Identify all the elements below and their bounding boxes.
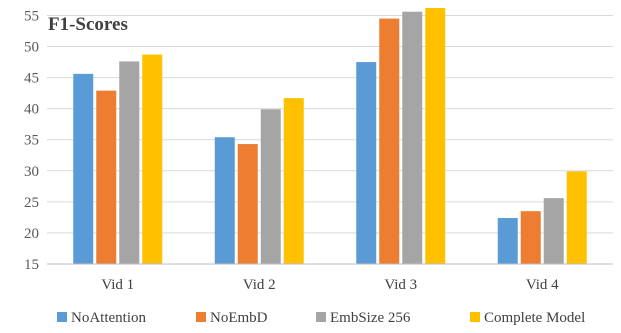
bar-complete-model-vid-4	[566, 171, 587, 264]
bar-complete-model-vid-3	[425, 8, 446, 264]
gridlines	[47, 14, 613, 265]
bar-noembd-vid-3	[379, 18, 400, 264]
legend-label: EmbSize 256	[330, 310, 411, 326]
y-tick-label: 40	[24, 102, 39, 118]
x-category-label: Vid 4	[526, 277, 559, 293]
bar-embsize-256-vid-2	[260, 109, 281, 264]
y-tick-label: 30	[24, 164, 39, 180]
y-tick-label: 45	[24, 71, 39, 87]
bar-noattention-vid-2	[214, 137, 235, 264]
y-tick-label: 50	[24, 40, 39, 56]
bar-noembd-vid-2	[237, 144, 258, 264]
bar-embsize-256-vid-3	[402, 11, 423, 265]
legend-label: Complete Model	[484, 310, 585, 326]
legend-label: NoEmbD	[210, 310, 268, 326]
bars	[73, 8, 587, 265]
legend-swatch	[316, 312, 326, 322]
y-tick-label: 35	[24, 133, 39, 149]
legend-swatch	[57, 312, 67, 322]
bar-embsize-256-vid-4	[543, 198, 564, 264]
y-tick-label: 15	[24, 257, 39, 273]
bar-embsize-256-vid-1	[119, 61, 140, 265]
legend-label: NoAttention	[71, 310, 146, 326]
y-tick-label: 55	[24, 8, 39, 24]
bar-noembd-vid-1	[96, 90, 117, 264]
legend-swatch	[470, 312, 480, 322]
chart-title: F1-Scores	[48, 14, 128, 35]
legend-swatch	[196, 312, 206, 322]
x-category-label: Vid 2	[243, 277, 276, 293]
bar-noattention-vid-3	[356, 62, 377, 264]
bar-complete-model-vid-2	[283, 98, 304, 265]
bar-noattention-vid-4	[497, 218, 518, 264]
y-tick-label: 25	[24, 195, 39, 211]
axes: 15 20 25 30 35 40 45 50 55 Vid 1 Vid 2 Vid 3 Vid 4	[24, 8, 613, 293]
bar-noattention-vid-1	[73, 73, 94, 264]
bar-noembd-vid-4	[520, 211, 541, 264]
y-tick-label: 20	[24, 226, 39, 242]
legend: NoAttention NoEmbD EmbSize 256 Complete Mod…	[57, 310, 585, 326]
x-category-label: Vid 3	[384, 277, 417, 293]
x-category-label: Vid 1	[101, 277, 134, 293]
bar-complete-model-vid-1	[142, 54, 163, 264]
